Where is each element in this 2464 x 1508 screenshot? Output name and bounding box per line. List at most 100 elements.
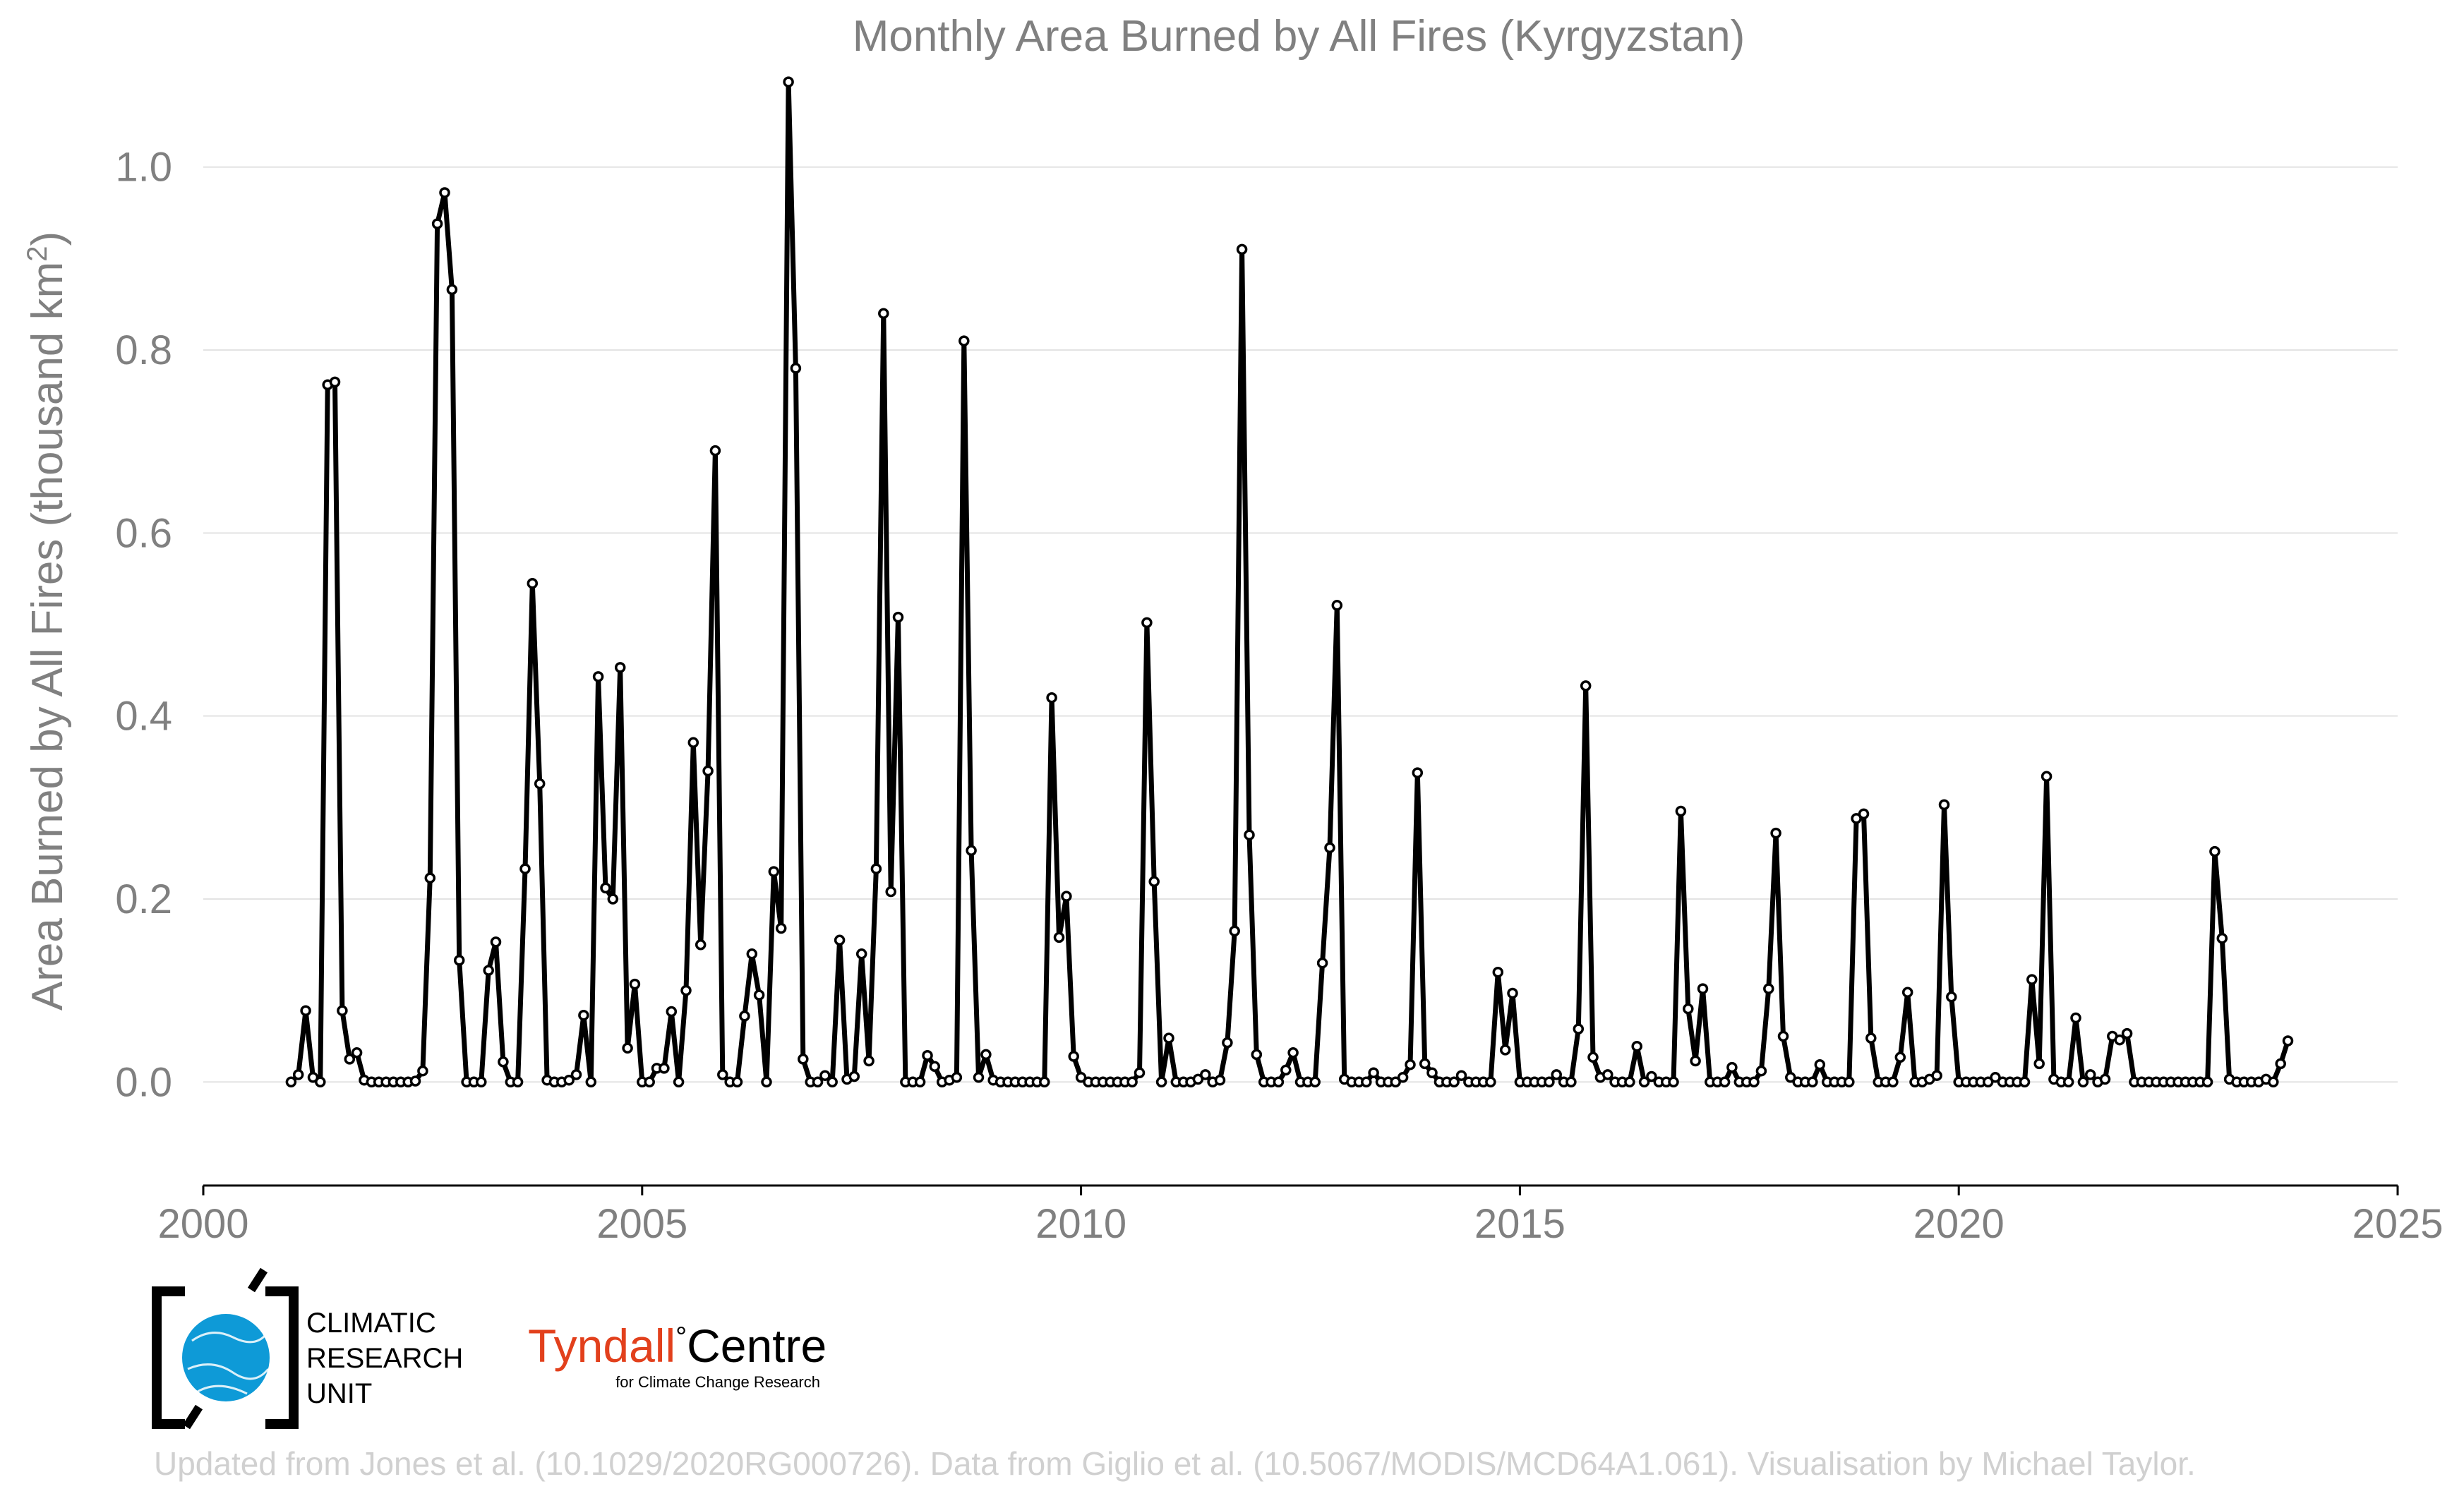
data-point	[512, 1076, 524, 1088]
x-tick-label: 2015	[1474, 1201, 1565, 1247]
data-point	[1155, 1076, 1167, 1088]
data-point	[1368, 1067, 1379, 1079]
data-point	[863, 1055, 875, 1067]
data-point	[2019, 1076, 2031, 1088]
data-point	[307, 1072, 319, 1083]
data-point	[431, 218, 443, 229]
data-point	[1419, 1058, 1431, 1070]
cru-logo-bracket-right	[265, 1286, 299, 1429]
data-point	[709, 445, 721, 457]
data-point	[1061, 891, 1072, 902]
data-point	[1251, 1049, 1263, 1061]
data-point	[1675, 805, 1687, 817]
data-point	[1316, 957, 1328, 969]
data-point	[731, 1076, 743, 1088]
data-point	[878, 308, 889, 319]
data-point	[1309, 1076, 1321, 1088]
data-point	[2282, 1035, 2294, 1046]
data-point	[1507, 987, 1518, 999]
data-point	[1690, 1055, 1701, 1067]
data-point	[1777, 1030, 1789, 1042]
data-point	[1646, 1070, 1657, 1082]
series-markers	[285, 76, 2294, 1088]
data-point	[1244, 829, 1255, 840]
data-point	[2216, 932, 2228, 944]
data-point	[1726, 1061, 1738, 1073]
data-point	[980, 1049, 992, 1061]
data-point	[622, 1042, 633, 1054]
data-point	[1668, 1076, 1679, 1088]
data-point	[2041, 771, 2053, 782]
chart-title: Monthly Area Burned by All Fires (Kyrgyz…	[853, 12, 1745, 61]
data-point	[453, 955, 465, 966]
data-point	[1946, 991, 1957, 1003]
data-point	[1624, 1076, 1635, 1088]
data-point	[1324, 842, 1335, 854]
data-point	[1587, 1051, 1599, 1063]
tyndall-logo: Tyndall°Centre for Climate Change Resear…	[528, 1320, 827, 1391]
data-point	[1894, 1051, 1906, 1063]
data-point	[1405, 1058, 1416, 1070]
data-point	[476, 1076, 487, 1088]
x-axis-ticks: 2000 2005 2010 2015 2020 2025	[157, 1186, 2444, 1247]
data-point	[2121, 1027, 2133, 1039]
data-point	[1053, 931, 1065, 943]
data-point	[819, 1070, 831, 1081]
tyndall-logo-name: Tyndall°Centre	[528, 1320, 827, 1372]
data-point	[439, 187, 450, 198]
y-tick-label: 0.6	[115, 510, 172, 556]
data-point	[519, 863, 531, 874]
data-point	[1068, 1051, 1079, 1062]
data-point	[1236, 243, 1248, 255]
tyndall-logo-name-a: Tyndall	[528, 1320, 675, 1372]
data-point	[592, 671, 604, 682]
data-point	[351, 1047, 363, 1058]
data-point	[746, 948, 758, 960]
data-point	[1844, 1076, 1855, 1088]
data-point	[2268, 1076, 2279, 1088]
data-point	[1273, 1076, 1285, 1088]
data-point	[753, 989, 765, 1001]
gridlines	[203, 166, 2398, 1083]
data-point	[1163, 1032, 1174, 1044]
data-point	[870, 863, 882, 874]
data-point	[673, 1076, 685, 1088]
data-point	[344, 1054, 356, 1065]
y-tick-label: 0.4	[115, 694, 172, 740]
data-point	[1485, 1076, 1496, 1088]
data-point	[951, 1072, 963, 1083]
data-point	[1573, 1023, 1585, 1035]
data-point	[585, 1076, 597, 1088]
data-point	[1492, 966, 1504, 978]
data-point	[1280, 1064, 1292, 1076]
data-point	[892, 611, 904, 623]
data-point	[1426, 1067, 1438, 1079]
data-point	[1763, 983, 1774, 994]
data-point	[1990, 1072, 2001, 1083]
data-point	[570, 1069, 582, 1080]
data-point	[2275, 1058, 2286, 1070]
data-point	[666, 1006, 678, 1018]
data-point	[790, 363, 802, 374]
data-point	[578, 1009, 589, 1021]
globe-icon	[182, 1314, 270, 1401]
data-point	[1851, 813, 1862, 824]
x-tick-label: 2000	[157, 1201, 248, 1247]
data-point	[1544, 1076, 1555, 1088]
data-point	[1412, 767, 1424, 778]
data-point	[1719, 1076, 1731, 1088]
data-point	[337, 1005, 348, 1016]
data-point	[1331, 600, 1343, 611]
data-point	[1046, 692, 1057, 704]
cru-logo-line-2: RESEARCH	[306, 1343, 463, 1374]
data-point	[1602, 1069, 1613, 1080]
data-point	[687, 737, 699, 749]
data-point	[1361, 1076, 1372, 1088]
y-tick-label: 0.0	[115, 1059, 172, 1105]
globe-contour-icon	[187, 1332, 270, 1395]
data-point	[2209, 845, 2220, 857]
data-point	[490, 936, 502, 948]
data-point	[2114, 1034, 2125, 1046]
data-point	[1807, 1076, 1818, 1088]
data-point	[1214, 1074, 1226, 1086]
